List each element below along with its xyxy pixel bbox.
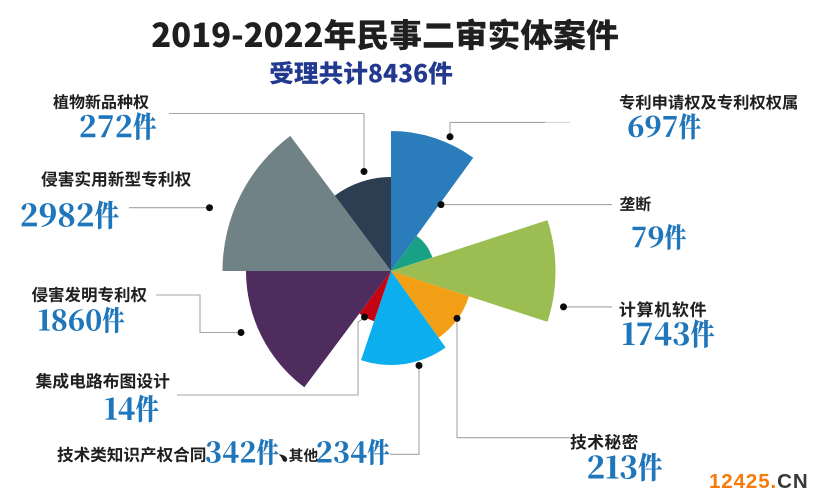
- svg-text:12425.CN: 12425.CN: [709, 470, 809, 493]
